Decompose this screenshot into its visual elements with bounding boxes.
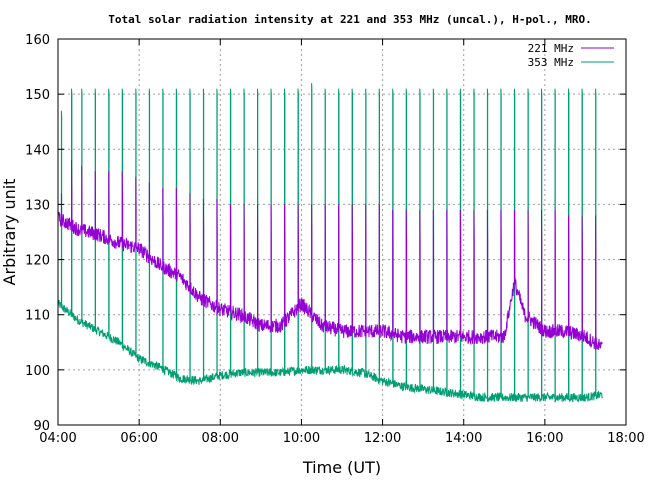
y-tick-label: 100 [25,364,50,379]
y-tick-label: 120 [25,254,50,269]
x-tick-label: 18:00 [607,431,644,446]
series-line-1 [57,83,603,403]
series-layer [57,83,603,403]
x-axis-label: Time (UT) [302,458,381,477]
x-tick-label: 10:00 [283,431,320,446]
y-tick-label: 90 [33,419,50,434]
plot-frame [57,38,627,426]
x-tick-label: 08:00 [202,431,239,446]
x-tick-label: 16:00 [526,431,563,446]
y-axis-label: Arbitrary unit [0,179,19,286]
y-tick-label: 110 [25,309,50,324]
axis-ticks: 04:00 06:00 08:00 10:00 12:00 14:00 16:00 18:00… [25,33,645,446]
legend-label: 221 MHz [528,42,574,55]
x-tick-label: 12:00 [364,431,401,446]
x-tick-label: 06:00 [120,431,157,446]
series-line-0 [57,160,603,351]
y-tick-label: 130 [25,198,50,213]
chart-title: Total solar radiation intensity at 221 a… [108,13,591,26]
x-tick-label: 04:00 [39,431,76,446]
y-tick-label: 160 [25,33,50,48]
y-tick-label: 150 [25,88,50,103]
legend-label: 353 MHz [528,56,574,69]
x-tick-label: 14:00 [445,431,482,446]
y-tick-label: 140 [25,143,50,158]
